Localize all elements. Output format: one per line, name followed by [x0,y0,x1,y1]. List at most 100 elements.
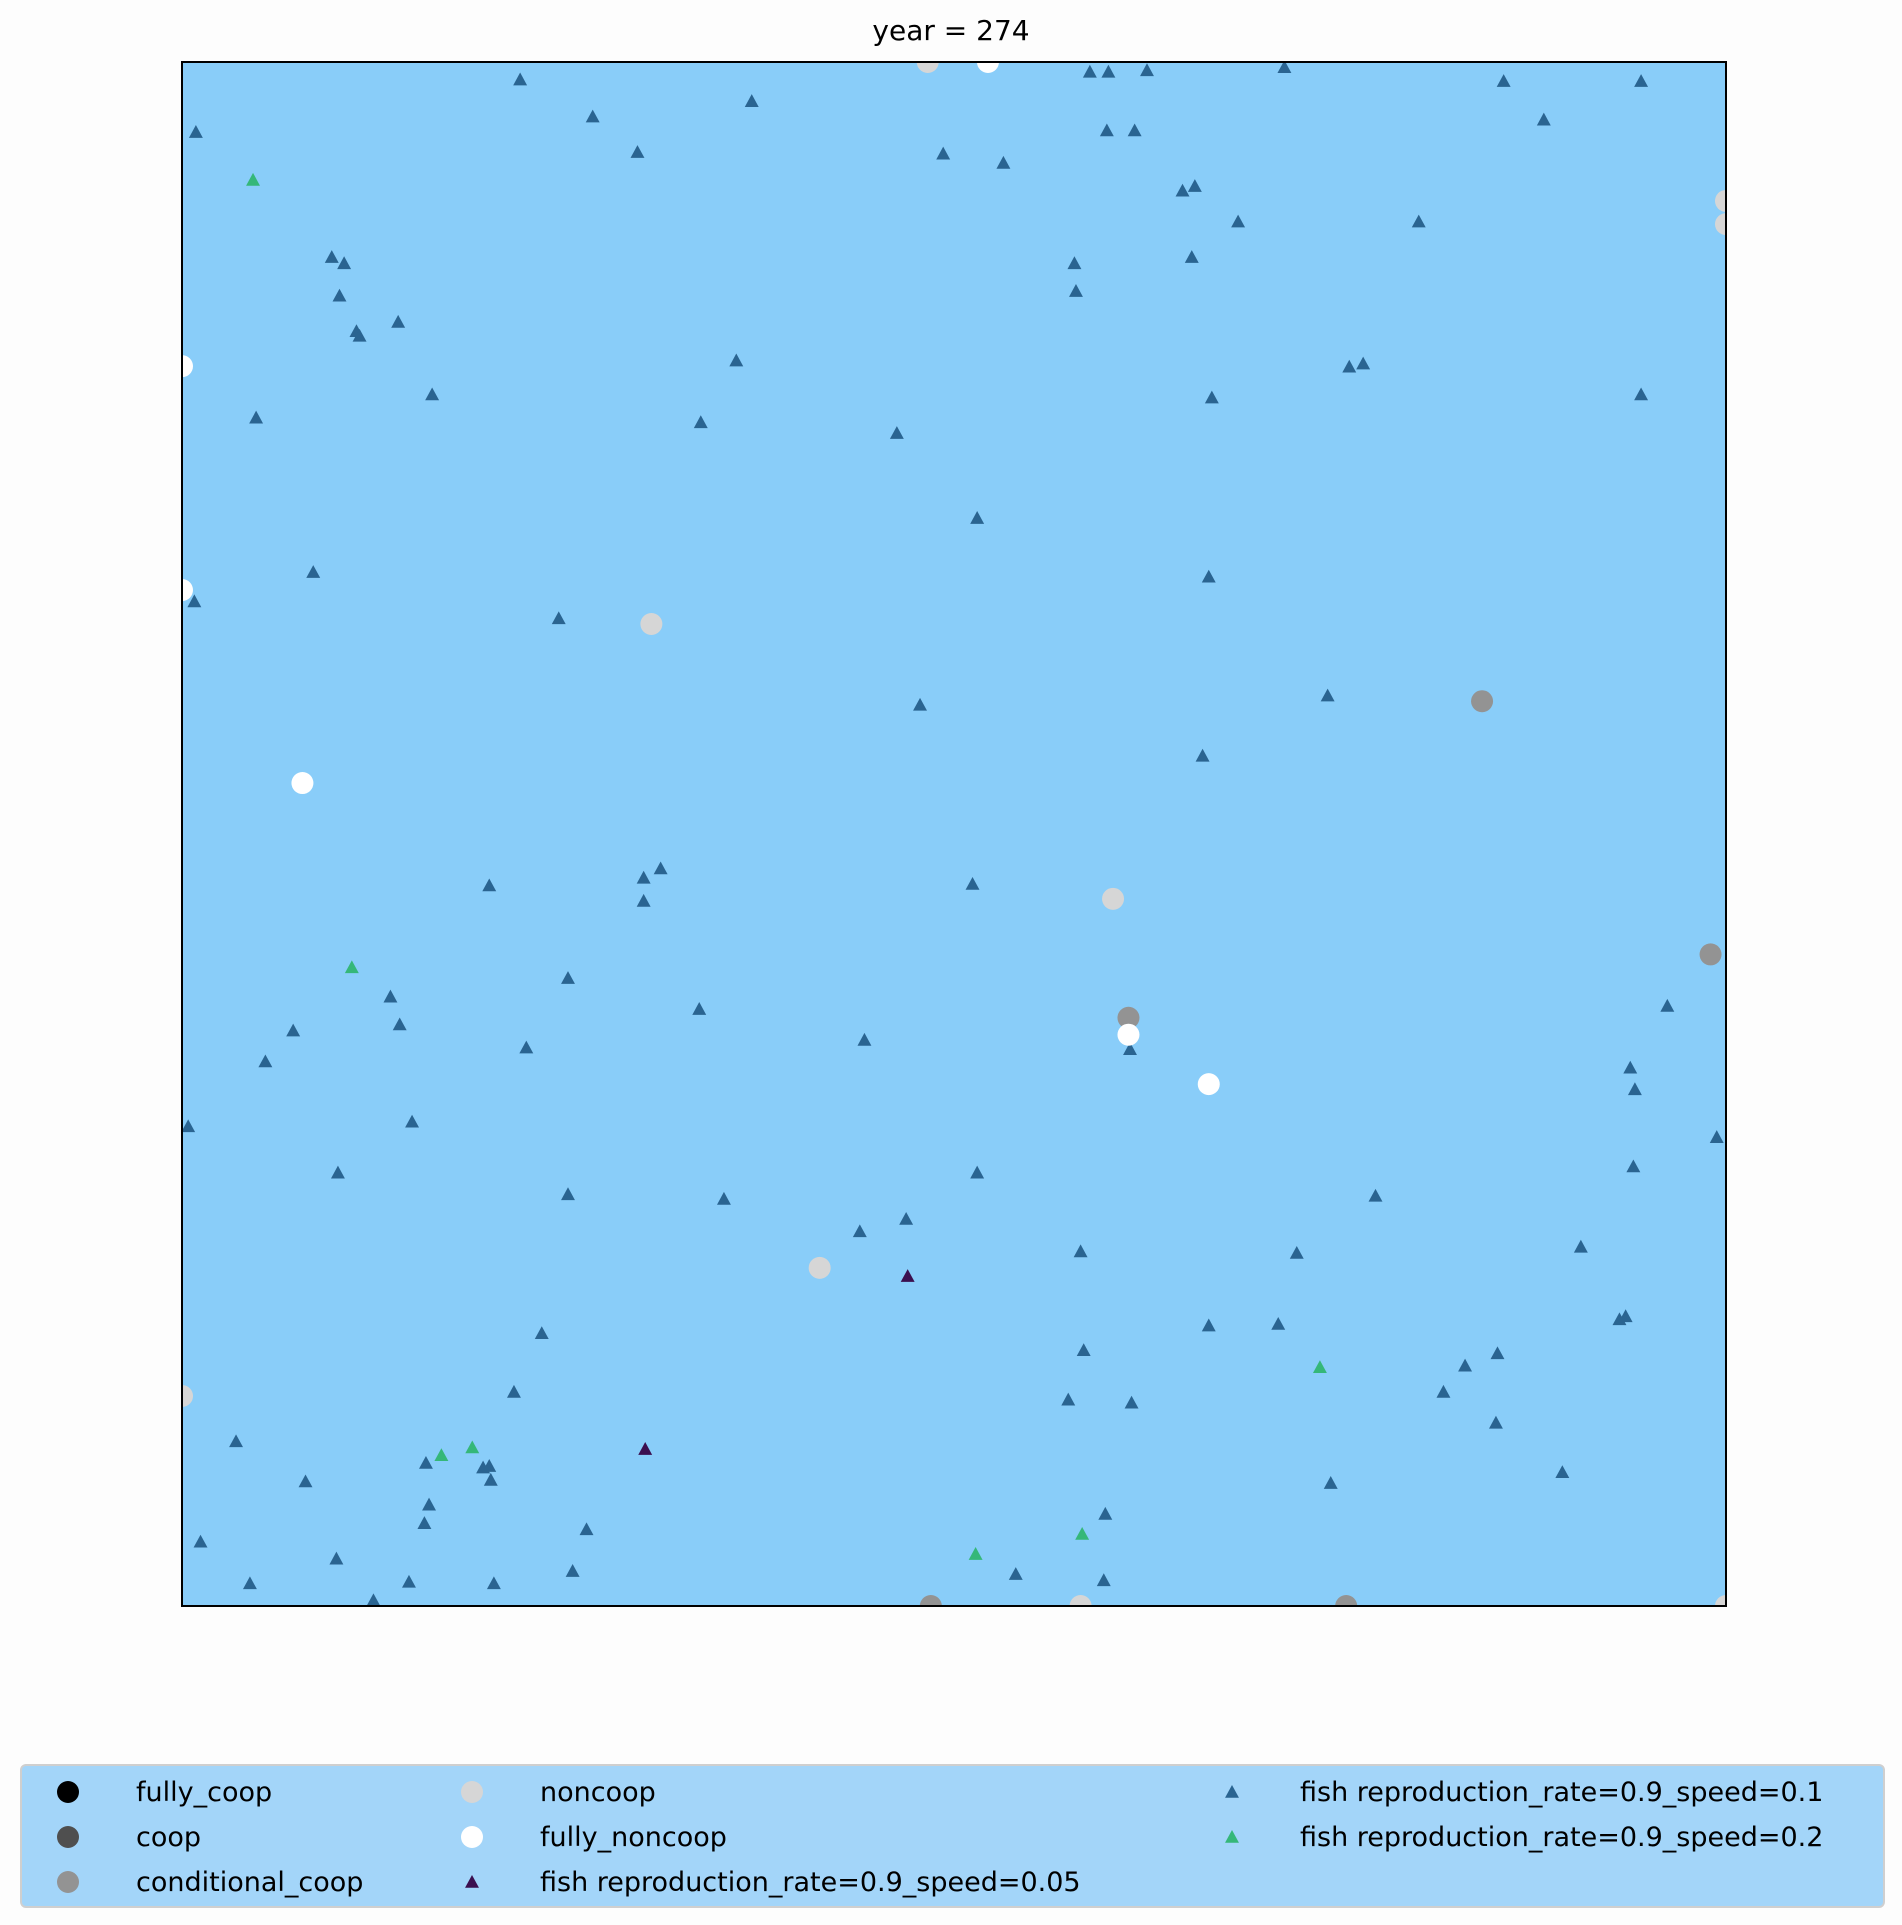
point-fish-reproduction-rate-0-9-speed-0-1-74 [1660,998,1675,1012]
point-noncoop-0 [916,62,939,73]
point-fish-reproduction-rate-0-9-speed-0-1-61 [182,1119,196,1133]
point-fish-reproduction-rate-0-9-speed-0-1-2 [744,94,759,107]
point-fish-reproduction-rate-0-9-speed-0-1-19 [337,256,352,270]
point-fish-reproduction-rate-0-9-speed-0-1-104 [402,1574,416,1588]
point-fish-reproduction-rate-0-9-speed-0-1-1 [585,109,600,123]
point-fish-reproduction-rate-0-9-speed-0-1-107 [366,1593,381,1606]
point-fish-reproduction-rate-0-9-speed-0-1-90 [1555,1465,1570,1479]
point-fish-reproduction-rate-0-9-speed-0-2-2 [1312,1360,1327,1374]
point-fish-reproduction-rate-0-9-speed-0-1-11 [1634,74,1649,87]
point-fish-reproduction-rate-0-9-speed-0-1-73 [1627,1082,1642,1096]
legend-entry-fully-coop: fully_coop [38,1772,272,1812]
legend-label-fish-reproduction-rate-0-9-speed-0-2: fish reproduction_rate=0.9_speed=0.2 [1300,1821,1824,1853]
point-fully-noncoop-4 [1117,1023,1140,1046]
point-fish-reproduction-rate-0-9-speed-0-1-105 [486,1576,501,1590]
point-fish-reproduction-rate-0-9-speed-0-1-47 [636,870,651,884]
legend-marker-fully-noncoop [442,1817,502,1857]
point-noncoop-3 [640,613,663,636]
point-fish-reproduction-rate-0-9-speed-0-1-10 [1536,112,1551,126]
point-fully-noncoop-1 [182,355,193,378]
point-fish-reproduction-rate-0-9-speed-0-1-34 [1204,390,1219,404]
point-fish-reproduction-rate-0-9-speed-0-1-91 [1323,1476,1338,1489]
point-fish-reproduction-rate-0-9-speed-0-1-3 [630,145,645,158]
point-fish-reproduction-rate-0-9-speed-0-1-15 [1187,179,1202,192]
point-fish-reproduction-rate-0-9-speed-0-1-37 [1634,387,1649,401]
point-fish-reproduction-rate-0-9-speed-0-1-42 [551,611,566,625]
legend-entry-fish-reproduction-rate-0-9-speed-0-1: fish reproduction_rate=0.9_speed=0.1 [1202,1772,1823,1812]
point-noncoop-5 [808,1256,831,1279]
point-fish-reproduction-rate-0-9-speed-0-1-55 [258,1054,273,1068]
point-fish-reproduction-rate-0-9-speed-0-1-20 [332,288,347,302]
point-fish-reproduction-rate-0-9-speed-0-1-76 [1626,1159,1641,1173]
point-fish-reproduction-rate-0-9-speed-0-1-78 [1612,1312,1627,1326]
point-fish-reproduction-rate-0-9-speed-0-1-60 [405,1114,420,1128]
point-fish-reproduction-rate-0-9-speed-0-1-72 [1623,1060,1638,1074]
point-fish-reproduction-rate-0-9-speed-0-1-92 [229,1434,243,1448]
point-fish-reproduction-rate-0-9-speed-0-1-6 [1101,64,1116,78]
point-fish-reproduction-rate-0-9-speed-0-1-35 [1356,356,1371,370]
point-fish-reproduction-rate-0-9-speed-0-2-3 [434,1448,449,1462]
point-fish-reproduction-rate-0-9-speed-0-1-110 [1098,1506,1113,1520]
legend-entry-coop: coop [38,1817,201,1857]
point-fish-reproduction-rate-0-9-speed-0-1-22 [352,328,367,342]
point-conditional-coop-1 [1699,943,1722,966]
point-fish-reproduction-rate-0-9-speed-0-1-14 [1175,183,1190,197]
point-fish-reproduction-rate-0-9-speed-0-1-23 [391,314,406,328]
point-fish-reproduction-rate-0-9-speed-0-1-68 [1073,1244,1088,1258]
point-fish-reproduction-rate-0-9-speed-0-1-80 [1201,1318,1216,1332]
point-fish-reproduction-rate-0-9-speed-0-1-69 [1289,1245,1304,1259]
point-fish-reproduction-rate-0-9-speed-0-1-48 [653,861,668,875]
point-fish-reproduction-rate-0-9-speed-0-1-26 [693,415,708,429]
point-fish-reproduction-rate-0-9-speed-0-1-0 [513,72,528,86]
point-fish-reproduction-rate-0-9-speed-0-1-52 [383,989,398,1003]
point-fish-reproduction-rate-0-9-speed-0-1-64 [716,1191,731,1205]
point-conditional-coop-0 [1471,690,1494,713]
point-fish-reproduction-rate-0-9-speed-0-1-50 [965,876,980,890]
point-conditional-coop-2 [1117,1006,1140,1029]
point-fish-reproduction-rate-0-9-speed-0-1-59 [1123,1042,1137,1055]
point-fish-reproduction-rate-0-9-speed-0-1-25 [729,353,744,367]
point-fish-reproduction-rate-0-9-speed-0-1-17 [1411,214,1426,228]
point-fish-reproduction-rate-0-9-speed-0-1-99 [417,1516,432,1529]
legend-marker-fish-reproduction-rate-0-9-speed-0-1 [1202,1772,1262,1812]
point-fish-reproduction-rate-0-9-speed-0-1-45 [1320,688,1335,702]
point-fully-noncoop-3 [291,772,314,795]
point-fish-reproduction-rate-0-9-speed-0-1-87 [1458,1358,1473,1372]
point-fish-reproduction-rate-0-9-speed-0-1-65 [899,1212,914,1225]
point-fish-reproduction-rate-0-9-speed-0-1-29 [936,146,951,160]
point-fish-reproduction-rate-0-9-speed-0-05-0 [900,1269,915,1282]
plot-frame [181,61,1727,1607]
point-fish-reproduction-rate-0-9-speed-0-1-44 [1195,748,1210,762]
point-conditional-coop-3 [919,1595,942,1606]
legend-entry-fish-reproduction-rate-0-9-speed-0-05: fish reproduction_rate=0.9_speed=0.05 [442,1862,1081,1902]
point-fish-reproduction-rate-0-9-speed-0-1-58 [857,1032,872,1046]
legend-entry-conditional-coop: conditional_coop [38,1862,363,1902]
point-fish-reproduction-rate-0-9-speed-0-1-84 [1061,1392,1076,1406]
legend-marker-noncoop [442,1772,502,1812]
point-fish-reproduction-rate-0-9-speed-0-1-39 [1201,569,1216,583]
plot-background [182,62,1726,1606]
point-fish-reproduction-rate-0-9-speed-0-1-16 [1231,214,1246,228]
point-fish-reproduction-rate-0-9-speed-0-1-51 [561,971,575,984]
legend-label-noncoop: noncoop [540,1776,656,1808]
point-noncoop-1 [1715,189,1726,212]
data-marks [182,62,1726,1606]
legend-label-fish-reproduction-rate-0-9-speed-0-1: fish reproduction_rate=0.9_speed=0.1 [1300,1776,1824,1808]
point-fish-reproduction-rate-0-9-speed-0-1-98 [422,1497,436,1511]
legend-label-fully-noncoop: fully_noncoop [540,1821,727,1853]
point-fish-reproduction-rate-0-9-speed-0-2-6 [968,1547,983,1560]
point-fish-reproduction-rate-0-9-speed-0-1-24 [425,387,440,401]
legend-label-fish-reproduction-rate-0-9-speed-0-05: fish reproduction_rate=0.9_speed=0.05 [540,1866,1081,1898]
legend-entry-fully-noncoop: fully_noncoop [442,1817,727,1857]
point-fish-reproduction-rate-0-9-speed-0-1-57 [692,1002,707,1015]
point-fish-reproduction-rate-0-9-speed-0-1-79 [1271,1316,1286,1330]
point-fish-reproduction-rate-0-9-speed-0-1-102 [329,1551,344,1565]
point-noncoop-6 [182,1385,193,1408]
point-fish-reproduction-rate-0-9-speed-0-2-4 [465,1440,480,1454]
point-noncoop-8 [1715,1595,1726,1606]
point-fish-reproduction-rate-0-9-speed-0-1-94 [418,1455,433,1469]
legend-marker-fish-reproduction-rate-0-9-speed-0-05 [442,1862,502,1902]
legend-entry-noncoop: noncoop [442,1772,656,1812]
